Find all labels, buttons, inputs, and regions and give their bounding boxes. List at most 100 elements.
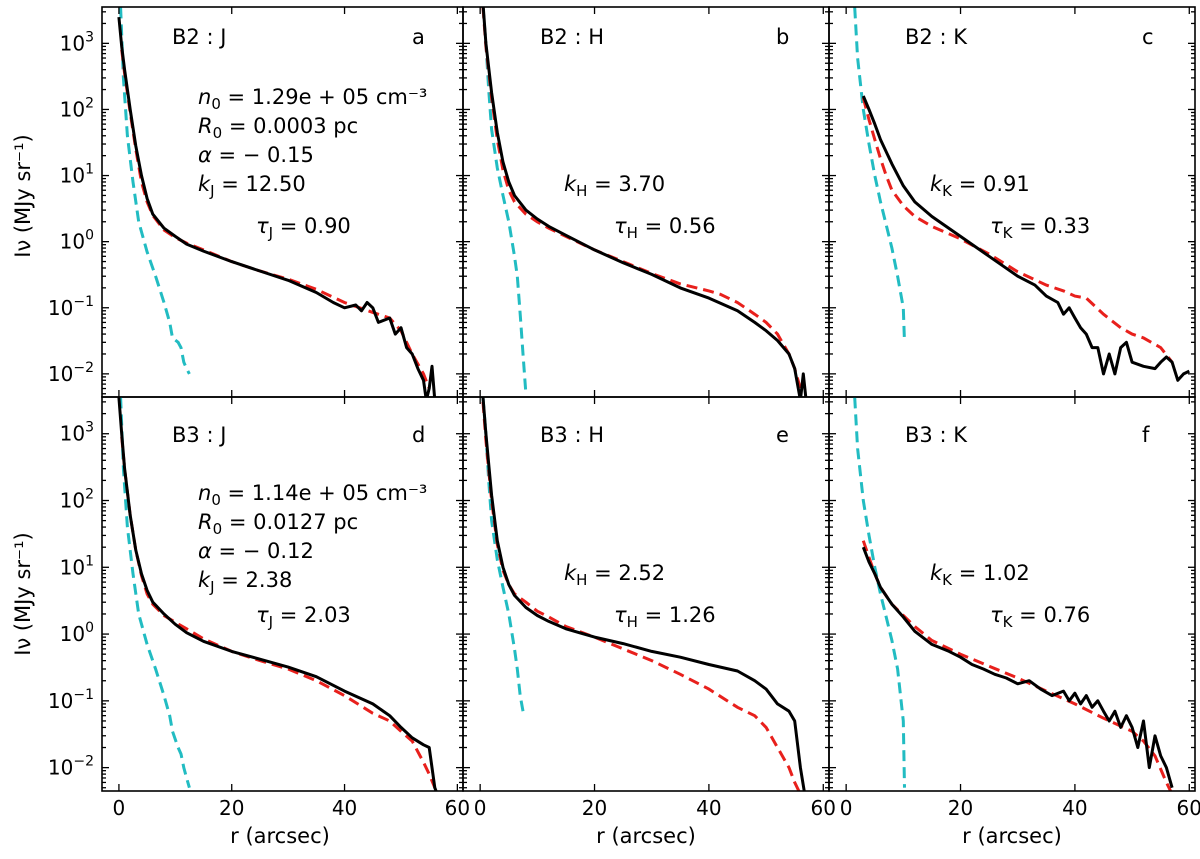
- fit-parameter: R0 = 0.0127 pc: [198, 510, 358, 538]
- optical-depth-label: τK = 0.33: [990, 214, 1090, 242]
- observed-line: [481, 7, 808, 397]
- subscript: 0: [213, 520, 223, 538]
- panel-source-label: B2 : H: [540, 25, 604, 49]
- symbol: n: [198, 481, 211, 505]
- subscript: 0: [211, 95, 221, 113]
- subscript: H: [576, 182, 587, 200]
- symbol: k: [198, 172, 211, 196]
- panel-source-label: B3 : K: [905, 423, 968, 447]
- symbol: k: [930, 172, 943, 196]
- subscript: J: [209, 182, 214, 200]
- subscript: 0: [211, 491, 221, 509]
- psf-line: [119, 7, 191, 375]
- psf-line: [481, 7, 528, 394]
- y-tick-label: 10−2: [48, 754, 94, 780]
- x-tick-label: 20: [948, 796, 973, 820]
- symbol: k: [564, 561, 577, 585]
- y-tick-label: 103: [60, 420, 94, 446]
- y-tick-label: 10−1: [48, 294, 94, 320]
- symbol: k: [564, 172, 577, 196]
- subscript: H: [627, 224, 638, 242]
- symbol: α: [198, 539, 212, 563]
- x-tick-label: 60: [1177, 796, 1200, 820]
- fit-parameter: R0 = 0.0003 pc: [198, 114, 358, 142]
- panel-letter: a: [412, 25, 425, 49]
- observed-line: [861, 95, 1190, 382]
- panel-letter: f: [1142, 423, 1150, 447]
- panel-letter: c: [1142, 25, 1154, 49]
- value: = 0.33: [1013, 214, 1091, 238]
- panel-a: 10−2 10−1 100 101 102 103 B2 : J a n0 = 1.29e + …: [48, 6, 464, 398]
- symbol: k: [198, 568, 211, 592]
- subscript: K: [942, 571, 953, 589]
- y-tick-label: 101: [60, 553, 94, 579]
- panel-letter: b: [776, 25, 789, 49]
- fit-parameter: kJ = 12.50: [198, 172, 306, 200]
- symbol: τ: [614, 214, 627, 238]
- subscript: 0: [213, 124, 223, 142]
- x-axis-label-right: r (arcsec): [962, 824, 1062, 848]
- fit-parameter: kH = 2.52: [564, 561, 665, 589]
- optical-depth-label: τH = 0.56: [614, 214, 716, 242]
- y-tick-label: 102: [60, 95, 94, 121]
- symbol: α: [198, 143, 212, 167]
- value: = 0.0127 pc: [222, 510, 358, 534]
- panel-c: B2 : K c kK = 0.91 τK = 0.33: [828, 6, 1196, 398]
- optical-depth-label: τJ = 2.03: [256, 603, 351, 631]
- value: = 1.02: [952, 561, 1030, 585]
- psf-line: [481, 397, 525, 712]
- symbol: n: [198, 85, 211, 109]
- x-tick-label: 0: [840, 796, 853, 820]
- optical-depth-label: τK = 0.76: [990, 603, 1090, 631]
- panel-frame: [462, 396, 830, 792]
- symbol: τ: [256, 603, 269, 627]
- x-tick-label: 60: [811, 796, 836, 820]
- fit-parameter: n0 = 1.14e + 05 cm⁻³: [198, 481, 427, 509]
- fit-parameter: kH = 3.70: [564, 172, 665, 200]
- model-line: [861, 97, 1174, 364]
- model-line: [481, 7, 802, 389]
- symbol: k: [930, 561, 943, 585]
- value: = 0.56: [638, 214, 716, 238]
- y-tick-label: 100: [60, 620, 94, 646]
- y-axis-label-bottom: Iν (MJy sr⁻¹): [11, 532, 35, 655]
- panel-source-label: B2 : K: [905, 25, 968, 49]
- symbol: R: [198, 114, 213, 138]
- y-axis-label-top: Iν (MJy sr⁻¹): [11, 134, 35, 257]
- model-line: [481, 401, 801, 791]
- y-tick-label: 100: [60, 228, 94, 254]
- fit-parameter: α = − 0.12: [198, 539, 314, 563]
- observed-line: [117, 397, 438, 791]
- value: = 0.76: [1013, 603, 1091, 627]
- subscript: J: [268, 224, 273, 242]
- x-tick-label: 40: [1062, 796, 1087, 820]
- value: = 0.90: [273, 214, 351, 238]
- symbol: τ: [614, 603, 627, 627]
- y-tick-label: 103: [60, 29, 94, 55]
- value: = 1.26: [638, 603, 716, 627]
- x-tick-label: 0: [113, 796, 126, 820]
- y-tick-label: 102: [60, 487, 94, 513]
- subscript: H: [627, 613, 638, 631]
- optical-depth-label: τJ = 0.90: [256, 214, 351, 242]
- fit-parameter: kK = 1.02: [930, 561, 1030, 589]
- value: = 1.14e + 05 cm⁻³: [221, 481, 427, 505]
- subscript: J: [268, 613, 273, 631]
- x-tick-label: 20: [219, 796, 244, 820]
- value: = 2.52: [587, 561, 665, 585]
- x-tick-label: 60: [445, 796, 470, 820]
- subscript: K: [1003, 613, 1014, 631]
- value: = 1.29e + 05 cm⁻³: [221, 85, 427, 109]
- x-axis-label-middle: r (arcsec): [596, 824, 696, 848]
- psf-line: [853, 397, 906, 788]
- fit-parameter: kK = 0.91: [930, 172, 1030, 200]
- y-axis-label-text: Iν (MJy sr⁻¹): [11, 532, 35, 655]
- panel-frame: [101, 6, 464, 398]
- y-tick-label: 101: [60, 162, 94, 188]
- x-tick-label: 0: [474, 796, 487, 820]
